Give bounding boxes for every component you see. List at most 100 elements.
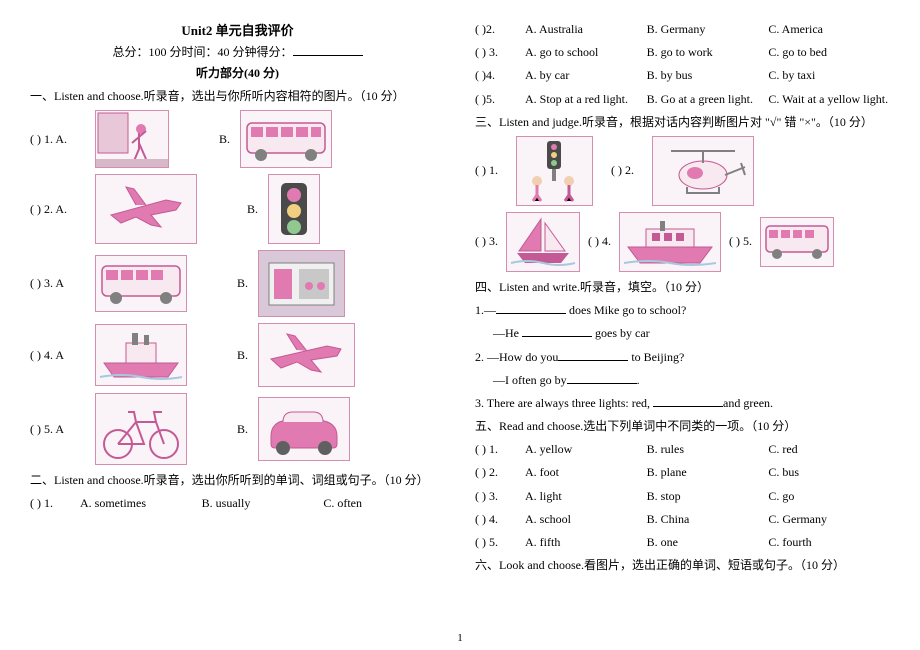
opt-b: B. rules [647,440,769,459]
left-column: Unit2 单元自我评价 总分：100 分时间：40 分钟得分： 听力部分(40… [30,20,445,579]
opt-c: C. red [768,440,890,459]
opt-b: B. Go at a green light. [647,90,769,109]
opt-c: C. by taxi [768,66,890,85]
p1-2a-plane-icon [95,174,197,244]
p1-row-1: ( ) 1. A. B. [30,110,445,168]
p2-row-3: ( ) 3. A. go to school B. go to work C. … [475,43,890,62]
txt: —I often go by [493,373,567,387]
p1-1a-girl-walk-icon [95,110,169,168]
prefix: ( )4. [475,66,525,85]
p5-row-5: ( ) 5.A. fifthB. oneC. fourth [475,533,890,552]
opt-c: C. bus [768,463,890,482]
prefix: ( ) 1. [30,494,80,513]
opt-b: B. one [647,533,769,552]
q-label: ( ) 2. [611,163,634,178]
prefix: ( ) 5. [475,533,525,552]
q-label-b: B. [237,348,248,363]
opt-a: A. light [525,487,647,506]
part3-heading: 三、Listen and judge.听录音，根据对话内容判断图片对 "√" 错… [475,113,890,132]
txt: —He [493,326,522,340]
prefix: ( ) 4. [475,510,525,529]
p3-3-sailboat-icon [506,212,580,272]
q-label-b: B. [247,202,258,217]
prefix: ( ) 1. [475,440,525,459]
q-label: ( ) 4. [588,234,611,249]
p1-row-2: ( ) 2. A. B. [30,174,445,244]
q-label: ( ) 5. A [30,422,85,437]
opt-c: C. fourth [768,533,890,552]
txt: 3. There are always three lights: red, [475,396,653,410]
part2-heading: 二、Listen and choose.听录音，选出你所听到的单词、词组或句子。… [30,471,445,490]
prefix: ( )5. [475,90,525,109]
prefix: ( ) 2. [475,463,525,482]
txt: and green. [723,396,773,410]
blank [653,394,723,407]
p1-row-5: ( ) 5. A B. [30,393,445,465]
opt-b: B. China [647,510,769,529]
p5-row-2: ( ) 2.A. footB. planeC. bus [475,463,890,482]
q-label: ( ) 3. A [30,276,85,291]
right-column: ( )2. A. Australia B. Germany C. America… [475,20,890,579]
blank [567,371,637,384]
prefix: ( ) 3. [475,487,525,506]
q-label: ( ) 1. [475,163,498,178]
prefix: ( ) 3. [475,43,525,62]
p4-q3: 3. There are always three lights: red, a… [475,394,890,413]
p1-5b-car-icon [258,397,350,461]
p1-row-4: ( ) 4. A B. [30,323,445,387]
txt: goes by car [592,326,650,340]
p2-row-5: ( )5. A. Stop at a red light. B. Go at a… [475,90,890,109]
p1-4a-ship-icon [95,324,187,386]
q-label: ( ) 3. [475,234,498,249]
p3-2-helicopter-icon [652,136,754,206]
score-prefix: 总分：100 分时间：40 分钟得分： [112,45,292,59]
p1-5a-bike-icon [95,393,187,465]
p5-row-3: ( ) 3.A. lightB. stopC. go [475,487,890,506]
part6-heading: 六、Look and choose.看图片，选出正确的单词、短语或句子。（10 … [475,556,890,575]
opt-a: A. yellow [525,440,647,459]
p1-row-3: ( ) 3. A B. [30,250,445,317]
blank [522,324,592,337]
q-label: ( ) 4. A [30,348,85,363]
txt: does Mike go to school? [566,303,686,317]
opt-c: C. America [768,20,890,39]
prefix: ( )2. [475,20,525,39]
opt-b: B. by bus [647,66,769,85]
blank [496,301,566,314]
opt-a: A. Stop at a red light. [525,90,647,109]
txt: 2. —How do you [475,350,558,364]
opt-b: B. go to work [647,43,769,62]
p2-row-1: ( ) 1. A. sometimes B. usually C. often [30,494,445,513]
q-label: ( ) 5. [729,234,752,249]
opt-b: B. usually [202,494,324,513]
txt: 1.— [475,303,496,317]
q-label-b: B. [237,422,248,437]
p1-4b-plane-icon [258,323,355,387]
p3-5-bus-icon [760,217,834,267]
page-content: Unit2 单元自我评价 总分：100 分时间：40 分钟得分： 听力部分(40… [0,0,920,599]
q-label-b: B. [219,132,230,147]
opt-a: A. foot [525,463,647,482]
p1-3b-subway-icon [258,250,345,317]
p3-4-ferry-icon [619,212,721,272]
opt-a: A. go to school [525,43,647,62]
q-label: ( ) 2. A. [30,202,85,217]
q-label-b: B. [237,276,248,291]
opt-b: B. stop [647,487,769,506]
score-line: 总分：100 分时间：40 分钟得分： [30,43,445,60]
p4-q2a: 2. —How do you to Beijing? [475,348,890,367]
part5-heading: 五、Read and choose.选出下列单词中不同类的一项。（10 分） [475,417,890,436]
opt-a: A. by car [525,66,647,85]
p5-row-1: ( ) 1.A. yellowB. rulesC. red [475,440,890,459]
score-blank [293,43,363,56]
q-label: ( ) 1. A. [30,132,85,147]
p2-row-4: ( )4. A. by car B. by bus C. by taxi [475,66,890,85]
opt-a: A. sometimes [80,494,202,513]
opt-a: A. Australia [525,20,647,39]
p3-row-bottom: ( ) 3. ( ) 4. ( ) 5. [475,212,890,272]
opt-c: C. often [323,494,445,513]
blank [558,348,628,361]
opt-b: B. Germany [647,20,769,39]
p4-q2b: —I often go by. [475,371,890,390]
part1-heading: 一、Listen and choose.听录音，选出与你所听内容相符的图片。（1… [30,87,445,106]
